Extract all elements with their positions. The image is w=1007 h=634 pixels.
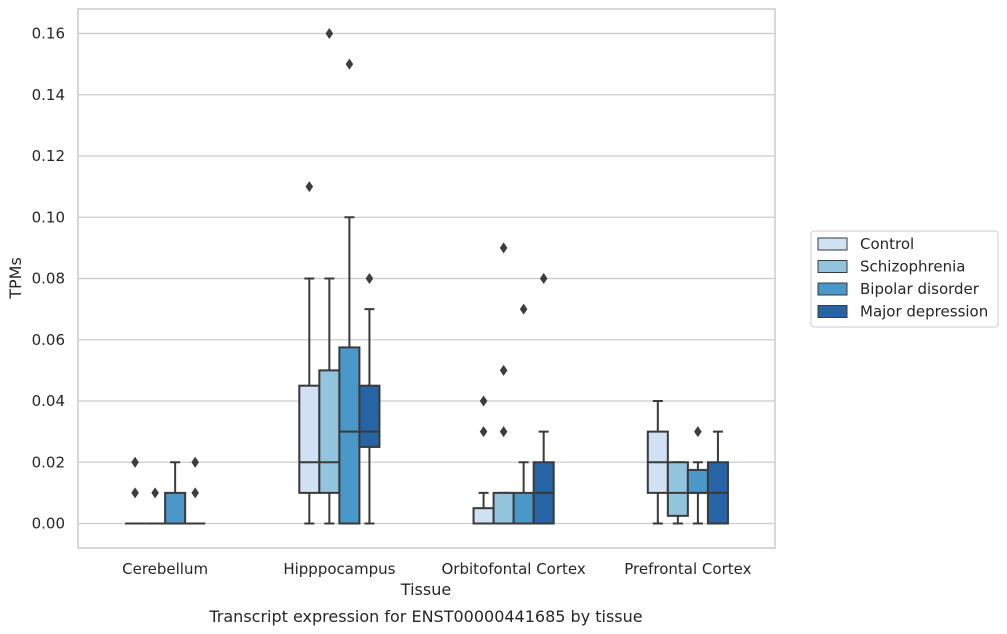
y-tick-label: 0.12	[32, 147, 65, 165]
box	[492, 491, 515, 525]
box-group	[145, 487, 166, 525]
y-axis-ticks: 0.00 0.02 0.04 0.06 0.08 0.10 0.12 0.14 0.16	[32, 25, 65, 533]
y-tick-label: 0.00	[32, 515, 65, 533]
x-tick-label: Hipppocampus	[283, 560, 395, 578]
outlier-point	[191, 456, 199, 468]
box-group	[706, 430, 729, 525]
outlier-point	[479, 395, 488, 407]
box	[338, 346, 361, 525]
x-tick-label: Cerebellum	[122, 560, 208, 578]
outlier-point	[131, 456, 139, 468]
chart-caption: Transcript expression for ENST0000044168…	[208, 607, 642, 626]
box-group	[298, 181, 321, 525]
y-tick-label: 0.14	[32, 86, 65, 104]
y-axis-label: TPMs	[6, 257, 25, 300]
outlier-point	[519, 303, 528, 315]
outlier-point	[499, 364, 508, 376]
legend-frame	[810, 230, 999, 328]
x-axis-label: Tissue	[400, 580, 451, 599]
y-tick-label: 0.10	[32, 208, 65, 226]
box	[686, 468, 709, 494]
box-group	[358, 273, 381, 525]
y-tick-label: 0.16	[32, 25, 65, 43]
legend-swatch	[817, 260, 848, 273]
box	[318, 369, 341, 494]
box	[472, 507, 495, 525]
outlier-point	[131, 487, 139, 499]
box-group	[318, 28, 341, 525]
outlier-point	[499, 242, 508, 254]
outlier-point	[191, 487, 199, 499]
y-tick-label: 0.06	[32, 331, 65, 349]
box-group	[164, 461, 187, 525]
outlier-point	[325, 28, 334, 39]
box	[164, 491, 187, 525]
y-tick-label: 0.04	[32, 392, 65, 410]
box-group	[686, 426, 709, 525]
box	[666, 461, 689, 517]
legend-swatch	[817, 282, 848, 296]
box	[298, 384, 321, 494]
plot-area-frame	[77, 8, 776, 549]
box-plot-marks	[125, 28, 729, 525]
box	[512, 491, 535, 525]
box-group	[492, 242, 515, 525]
outlier-point	[694, 426, 702, 438]
box-group	[666, 461, 689, 525]
outlier-point	[479, 426, 488, 438]
legend-label: Major depression	[860, 303, 988, 321]
outlier-point	[365, 273, 374, 284]
outlier-point	[305, 181, 314, 193]
outlier-point	[345, 58, 354, 70]
box-group	[532, 273, 555, 525]
box-group	[512, 303, 535, 525]
legend-label: Control	[860, 235, 914, 253]
y-tick-label: 0.08	[32, 270, 65, 288]
box-group	[338, 58, 361, 525]
legend-label: Bipolar disorder	[860, 280, 980, 298]
legend-swatch	[817, 237, 848, 251]
x-tick-label: Prefrontal Cortex	[624, 560, 751, 578]
outlier-point	[499, 426, 508, 438]
outlier-point	[151, 487, 159, 499]
x-tick-label: Orbitofontal Cortex	[442, 560, 586, 578]
box-group	[646, 400, 669, 525]
box-group	[125, 456, 146, 525]
outlier-point	[539, 273, 548, 284]
y-tick-label: 0.02	[32, 453, 65, 471]
box	[358, 384, 381, 448]
legend: Control Schizophrenia Bipolar disorder Majo…	[810, 230, 999, 328]
legend-label: Schizophrenia	[860, 258, 965, 276]
legend-swatch	[817, 305, 848, 318]
box-group	[185, 456, 206, 525]
x-axis-ticks: Cerebellum Hipppocampus Orbitofontal Corte…	[122, 560, 751, 578]
box-group	[472, 395, 495, 525]
y-gridlines	[78, 32, 775, 525]
